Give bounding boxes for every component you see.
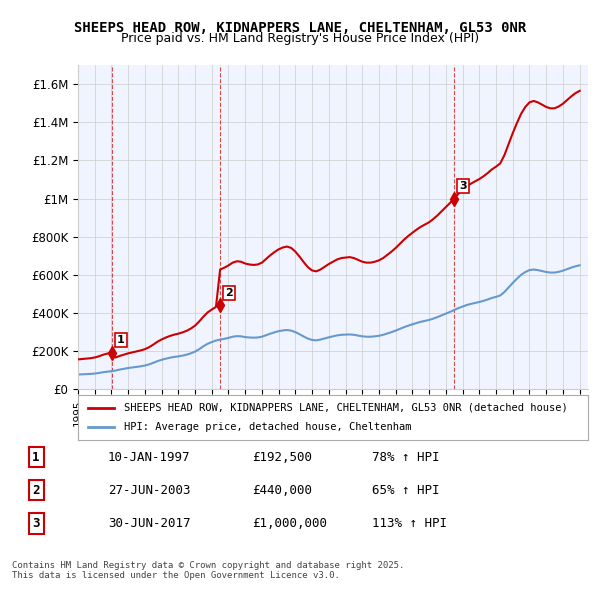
Text: 2: 2 [225, 288, 233, 298]
Text: 113% ↑ HPI: 113% ↑ HPI [372, 517, 447, 530]
Text: 3: 3 [459, 181, 467, 191]
Text: HPI: Average price, detached house, Cheltenham: HPI: Average price, detached house, Chel… [124, 422, 412, 432]
Text: 27-JUN-2003: 27-JUN-2003 [108, 484, 191, 497]
Text: 3: 3 [32, 517, 40, 530]
Text: £192,500: £192,500 [252, 451, 312, 464]
Text: 65% ↑ HPI: 65% ↑ HPI [372, 484, 439, 497]
Text: 30-JUN-2017: 30-JUN-2017 [108, 517, 191, 530]
Text: £440,000: £440,000 [252, 484, 312, 497]
Text: Contains HM Land Registry data © Crown copyright and database right 2025.
This d: Contains HM Land Registry data © Crown c… [12, 560, 404, 580]
Text: SHEEPS HEAD ROW, KIDNAPPERS LANE, CHELTENHAM, GL53 0NR (detached house): SHEEPS HEAD ROW, KIDNAPPERS LANE, CHELTE… [124, 403, 568, 412]
Text: 2: 2 [32, 484, 40, 497]
Text: £1,000,000: £1,000,000 [252, 517, 327, 530]
Text: 78% ↑ HPI: 78% ↑ HPI [372, 451, 439, 464]
Text: 10-JAN-1997: 10-JAN-1997 [108, 451, 191, 464]
Text: 1: 1 [32, 451, 40, 464]
Text: SHEEPS HEAD ROW, KIDNAPPERS LANE, CHELTENHAM, GL53 0NR: SHEEPS HEAD ROW, KIDNAPPERS LANE, CHELTE… [74, 21, 526, 35]
Text: Price paid vs. HM Land Registry's House Price Index (HPI): Price paid vs. HM Land Registry's House … [121, 32, 479, 45]
Text: 1: 1 [117, 335, 125, 345]
